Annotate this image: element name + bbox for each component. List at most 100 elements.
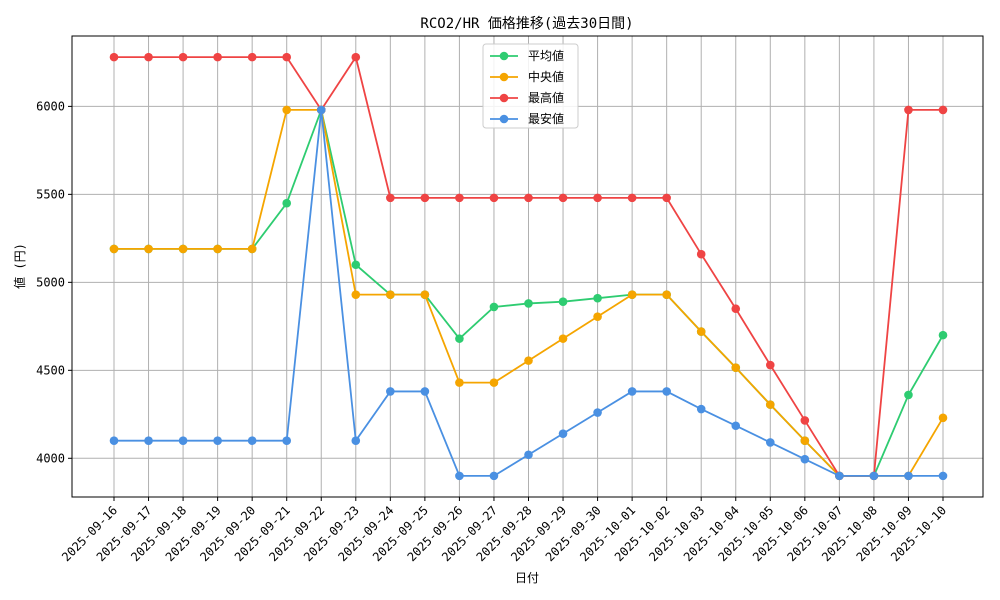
- data-point: [386, 290, 395, 299]
- data-point: [558, 297, 568, 306]
- legend-swatch-marker: [499, 114, 509, 124]
- data-point: [524, 193, 533, 203]
- y-tick-label: 5000: [36, 275, 65, 289]
- y-tick-label: 4000: [36, 451, 65, 465]
- data-point: [938, 471, 948, 481]
- data-point: [247, 244, 257, 254]
- y-axis-label: 値 (円): [12, 243, 27, 289]
- data-point: [800, 436, 810, 445]
- y-tick-label: 5500: [36, 187, 65, 201]
- data-point: [627, 387, 637, 396]
- data-point: [213, 244, 222, 254]
- data-point: [420, 387, 430, 396]
- data-point: [144, 52, 153, 62]
- data-point: [316, 105, 326, 115]
- data-point: [351, 290, 361, 299]
- series-1: [109, 105, 948, 481]
- data-point: [144, 436, 153, 445]
- legend-box: [482, 43, 579, 129]
- y-tick-label: 6000: [36, 99, 65, 113]
- legend-label: 平均値: [528, 48, 564, 63]
- data-point: [593, 408, 602, 417]
- data-point: [731, 421, 741, 431]
- data-point: [627, 193, 637, 203]
- data-point: [351, 52, 361, 62]
- data-point: [455, 378, 464, 387]
- data-point: [109, 244, 119, 254]
- data-point: [524, 356, 533, 365]
- data-point: [489, 378, 499, 387]
- data-point: [869, 471, 879, 481]
- chart-title: RCO2/HR 価格推移(過去30日間): [420, 16, 633, 32]
- data-point: [282, 105, 292, 115]
- data-point: [731, 304, 741, 314]
- series-3: [109, 105, 948, 481]
- data-point: [696, 327, 706, 336]
- data-point: [282, 52, 292, 62]
- data-point: [420, 290, 430, 299]
- data-point: [696, 404, 706, 414]
- data-point: [593, 312, 602, 321]
- data-point: [178, 244, 188, 254]
- series-layer: [109, 52, 948, 481]
- y-axis: 4000 4500 5000 5500 6000: [36, 99, 72, 465]
- x-axis: 2025-09-162025-09-172025-09-182025-09-19…: [59, 497, 949, 564]
- data-point: [765, 438, 775, 447]
- data-point: [593, 293, 602, 303]
- data-point: [938, 330, 948, 340]
- plot-frame: [71, 35, 984, 498]
- data-point: [662, 387, 671, 396]
- data-point: [178, 52, 188, 62]
- data-point: [627, 290, 637, 299]
- data-point: [420, 193, 430, 203]
- data-point: [558, 193, 568, 203]
- data-point: [247, 436, 257, 445]
- data-point: [800, 416, 810, 425]
- data-point: [351, 436, 361, 445]
- legend-swatch-marker: [499, 51, 509, 61]
- legend-label: 中央値: [528, 69, 564, 84]
- legend-label: 最高値: [528, 90, 564, 105]
- data-point: [904, 105, 913, 115]
- data-point: [455, 471, 464, 481]
- legend-swatch-marker: [499, 93, 509, 103]
- data-point: [489, 193, 499, 203]
- data-point: [455, 334, 464, 343]
- data-point: [109, 436, 119, 445]
- data-point: [765, 360, 775, 370]
- y-tick-label: 4500: [36, 363, 65, 377]
- data-point: [938, 413, 948, 423]
- data-point: [282, 436, 292, 445]
- series-2: [109, 52, 948, 481]
- data-point: [455, 193, 464, 203]
- data-point: [213, 52, 222, 62]
- data-point: [247, 52, 257, 62]
- legend-swatch-marker: [499, 72, 509, 82]
- data-point: [109, 52, 119, 62]
- legend-label: 最安値: [528, 111, 564, 126]
- data-point: [662, 290, 671, 299]
- data-point: [489, 302, 499, 312]
- data-point: [662, 193, 671, 203]
- data-point: [489, 471, 499, 481]
- data-point: [178, 436, 188, 445]
- data-point: [386, 387, 395, 396]
- data-point: [731, 363, 741, 372]
- data-point: [524, 450, 533, 460]
- data-point: [213, 436, 222, 445]
- data-point: [904, 471, 913, 481]
- data-point: [386, 193, 395, 203]
- data-point: [765, 400, 775, 409]
- data-point: [558, 334, 568, 343]
- data-point: [800, 454, 810, 464]
- data-point: [593, 193, 602, 203]
- data-point: [696, 249, 706, 259]
- data-point: [938, 105, 948, 115]
- data-point: [835, 471, 844, 481]
- x-axis-label: 日付: [515, 571, 539, 585]
- data-point: [351, 260, 361, 270]
- data-point: [558, 429, 568, 438]
